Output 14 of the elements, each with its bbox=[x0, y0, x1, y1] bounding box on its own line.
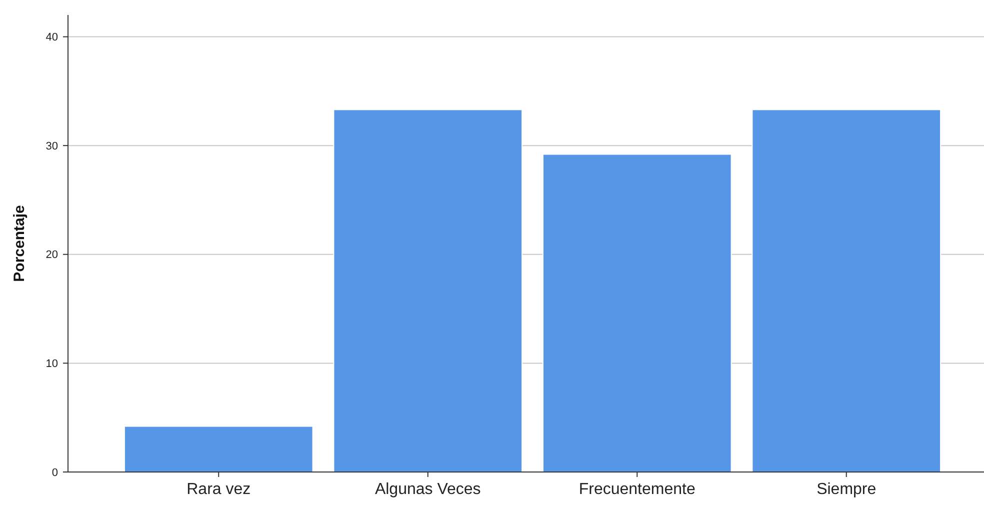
y-axis-title: Porcentaje bbox=[11, 205, 28, 282]
x-tick-label: Frecuentemente bbox=[578, 481, 696, 498]
y-tick-label: 20 bbox=[46, 249, 58, 262]
x-tick-label: Algunas Veces bbox=[374, 481, 481, 498]
x-tick-label: Rara vez bbox=[186, 481, 251, 498]
y-tick-label: 30 bbox=[46, 140, 58, 152]
y-tick-label: 0 bbox=[52, 466, 58, 479]
x-tick-label: Siempre bbox=[816, 481, 876, 498]
bar bbox=[542, 154, 732, 472]
bar bbox=[124, 426, 314, 472]
y-tick-label: 10 bbox=[46, 358, 58, 370]
bar bbox=[333, 109, 523, 472]
bar bbox=[752, 109, 942, 472]
y-tick-label: 40 bbox=[46, 32, 58, 44]
